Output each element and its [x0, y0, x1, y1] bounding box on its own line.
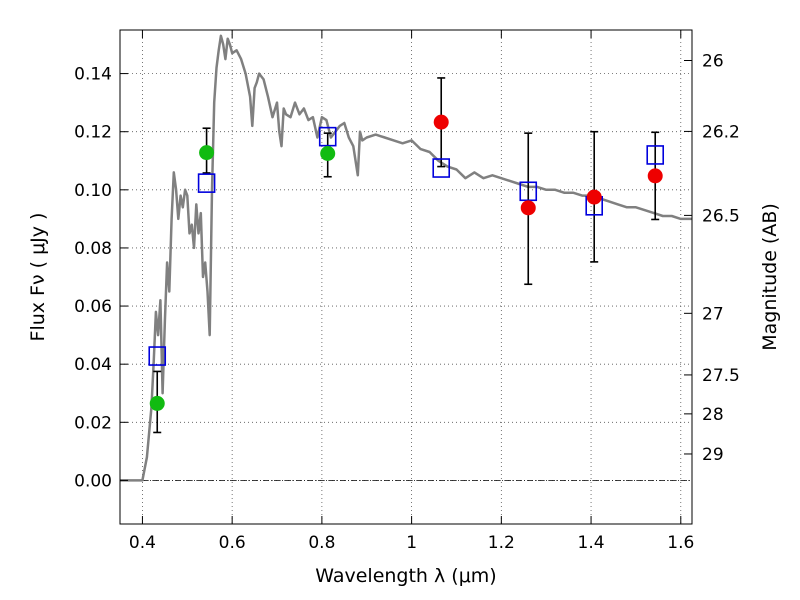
y-tick-label: 0.14 — [74, 65, 112, 85]
green-data-point — [320, 146, 336, 161]
right-tick-label: 26 — [702, 52, 724, 72]
plot-frame — [119, 29, 693, 525]
x-axis-ticks: 0.4 0.6 0.8 1 1.2 1.4 1.6 — [129, 30, 694, 553]
model-box-marker — [318, 126, 337, 147]
right-axis-label: Magnitude (AB) — [759, 203, 781, 351]
x-axis-label: Wavelength λ (μm) — [315, 565, 496, 587]
model-box-marker — [646, 145, 665, 165]
x-tick-label: 0.8 — [308, 533, 335, 553]
red-data-point — [520, 200, 536, 216]
right-tick-label: 27 — [702, 304, 724, 324]
y-tick-label: 0.08 — [74, 239, 112, 259]
model-spectrum-layer — [120, 34, 692, 482]
right-axis-ticks: 26 26.2 26.5 27 27.5 28 29 — [684, 52, 740, 465]
green-data-point — [149, 395, 165, 411]
x-tick-label: 1.4 — [578, 533, 605, 553]
y-tick-label: 0.00 — [74, 471, 112, 491]
y-tick-label: 0.02 — [74, 413, 112, 433]
y-axis-label: Flux Fν ( μJy ) — [27, 213, 49, 342]
right-tick-label: 28 — [702, 405, 724, 425]
x-tick-label: 1.6 — [667, 533, 694, 553]
y-tick-label: 0.06 — [74, 297, 112, 317]
red-data-point — [647, 168, 663, 184]
x-tick-label: 0.4 — [129, 533, 156, 553]
red-data-point — [586, 189, 602, 205]
right-tick-label: 26.5 — [702, 206, 740, 226]
red-data-point — [433, 114, 449, 130]
error-bars — [153, 77, 660, 434]
y-tick-label: 0.12 — [74, 123, 112, 143]
right-tick-label: 26.2 — [702, 122, 740, 142]
right-tick-label: 29 — [702, 445, 724, 465]
model-spectrum-line — [120, 34, 692, 482]
right-tick-label: 27.5 — [702, 366, 740, 386]
y-axis-ticks: 0.00 0.02 0.04 0.06 0.08 0.10 0.12 0.14 — [74, 65, 128, 491]
x-tick-label: 0.6 — [219, 533, 246, 553]
model-box-marker — [197, 173, 216, 193]
x-tick-label: 1.2 — [488, 533, 515, 553]
x-tick-label: 1 — [406, 533, 417, 553]
model-box-marker — [519, 181, 538, 202]
model-photometry-boxes — [148, 126, 665, 366]
y-tick-label: 0.04 — [74, 355, 112, 375]
green-data-point — [199, 145, 215, 161]
observed-points — [149, 114, 663, 411]
model-box-marker — [148, 346, 167, 366]
model-box-marker — [432, 158, 451, 178]
y-tick-label: 0.10 — [74, 181, 112, 201]
